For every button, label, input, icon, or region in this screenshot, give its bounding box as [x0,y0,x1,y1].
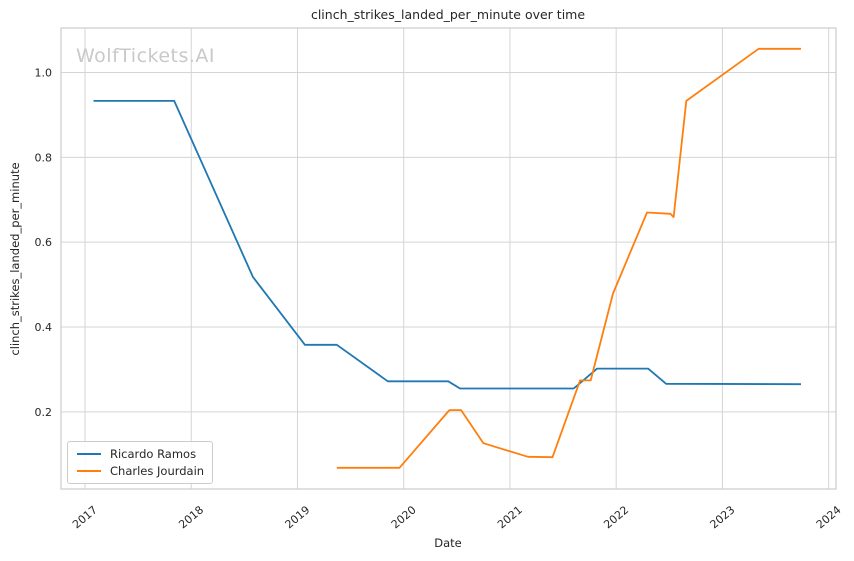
x-tick-label: 2024 [814,503,844,531]
y-tick-label: 0.8 [35,151,53,164]
legend-item: Charles Jourdain [74,462,206,479]
x-tick-label: 2021 [495,503,525,531]
x-tick-label: 2018 [176,503,206,531]
legend-item: Ricardo Ramos [74,445,206,462]
x-tick-label: 2022 [601,503,631,531]
series-line [336,47,801,469]
watermark: WolfTickets.AI [76,45,216,67]
legend-swatch-line-icon [77,452,101,455]
y-tick-label: 0.6 [35,236,53,249]
legend-swatch-line-icon [77,469,101,472]
y-tick-label: 1.0 [35,67,53,80]
legend-label: Charles Jourdain [110,463,205,478]
y-tick-label: 0.4 [35,321,53,334]
x-axis-label: Date [434,536,462,550]
legend-label: Ricardo Ramos [110,446,197,461]
y-axis-label: clinch_strikes_landed_per_minute [8,162,22,356]
x-tick-label: 2019 [283,503,313,531]
chart-title: clinch_strikes_landed_per_minute over ti… [310,7,586,22]
series-line [93,100,802,390]
plot-background [61,28,836,489]
x-tick-label: 2020 [389,503,419,531]
legend: Ricardo Ramos Charles Jourdain [67,441,213,484]
x-tick-label: 2017 [70,503,100,531]
y-tick-label: 0.2 [35,406,53,419]
axes-frame [60,27,837,490]
x-tick-label: 2023 [708,503,738,531]
